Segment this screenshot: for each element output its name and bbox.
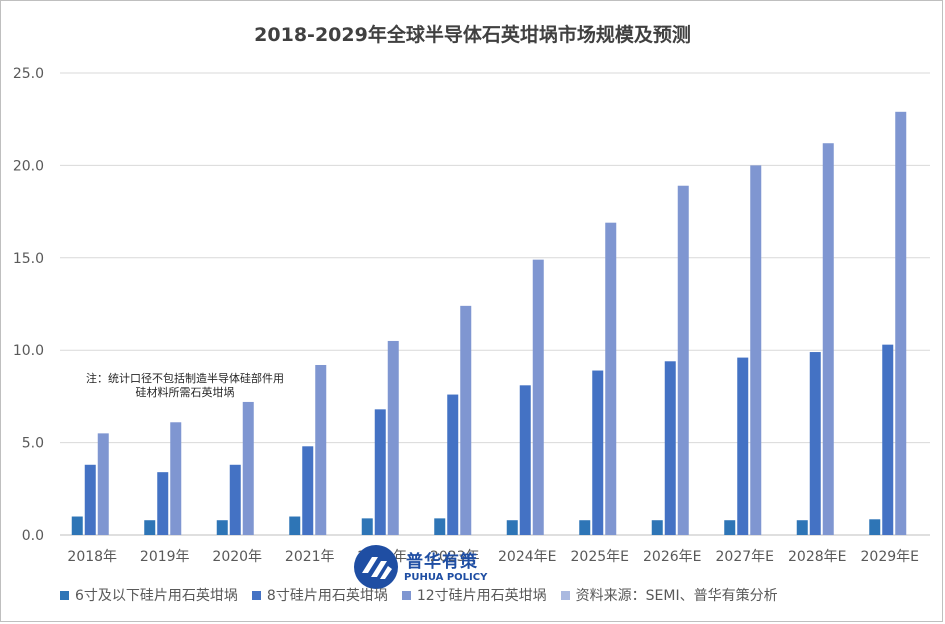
bar-6inch (651, 520, 663, 535)
logo-subtitle: PUHUA POLICY (404, 572, 488, 583)
bar-12inch (97, 433, 109, 535)
bar-6inch (579, 520, 591, 535)
bar-8inch (84, 464, 96, 535)
bar-8inch (737, 357, 749, 535)
bar-6inch (71, 516, 83, 535)
legend-item-6inch: 6寸及以下硅片用石英坩埚 (60, 585, 238, 605)
bar-12inch (170, 422, 182, 535)
puhua-logo-icon (354, 545, 398, 589)
legend-swatch-12inch (401, 590, 411, 600)
x-tick-label: 2023年 (430, 549, 480, 565)
bar-6inch (289, 516, 301, 535)
bar-8inch (229, 464, 241, 535)
legend-item-12inch: 12寸硅片用石英坩埚 (401, 585, 547, 605)
puhua-logo: 普华有策 PUHUA POLICY (352, 543, 497, 591)
bar-6inch (434, 518, 446, 535)
bar-8inch (374, 409, 386, 535)
legend: 6寸及以下硅片用石英坩埚 8寸硅片用石英坩埚 12寸硅片用石英坩埚 资料来源：S… (60, 585, 930, 605)
bar-12inch (677, 185, 689, 535)
x-tick-label: 2028年E (788, 549, 846, 565)
bar-8inch (664, 361, 676, 535)
x-tick-label: 2026年E (643, 549, 701, 565)
legend-label-source: 资料来源：SEMI、普华有策分析 (575, 588, 778, 604)
note-line-1: 注：统计口径不包括制造半导体硅部件用 (86, 372, 284, 385)
gridlines (60, 72, 930, 536)
bar-8inch (447, 394, 459, 535)
x-tick-label: 2018年 (67, 549, 117, 565)
chart-note: 注：统计口径不包括制造半导体硅部件用 硅材料所需石英坩埚 (70, 372, 300, 400)
note-line-2: 硅材料所需石英坩埚 (135, 386, 235, 399)
bar-12inch (822, 143, 834, 535)
logo-name: 普华有策 (406, 552, 478, 572)
bar-8inch (592, 370, 604, 535)
x-tick-label: 2020年 (212, 549, 262, 565)
bar-8inch (882, 344, 894, 535)
y-tick-label: 0.0 (22, 528, 44, 544)
bar-8inch (302, 446, 314, 535)
bar-8inch (157, 472, 169, 535)
bar-6inch (869, 519, 881, 535)
bar-6inch (361, 518, 373, 535)
y-tick-label: 15.0 (13, 251, 44, 267)
y-tick-label: 5.0 (22, 436, 44, 452)
legend-swatch-source (560, 590, 570, 600)
x-tick-label: 2027年E (716, 549, 774, 565)
bar-6inch (724, 520, 736, 535)
legend-label-8inch: 8寸硅片用石英坩埚 (266, 588, 388, 604)
legend-label-6inch: 6寸及以下硅片用石英坩埚 (75, 588, 238, 604)
y-tick-label: 25.0 (13, 66, 44, 82)
x-tick-label: 2025年E (571, 549, 629, 565)
bar-12inch (895, 111, 907, 536)
x-tick-label: 2021年 (285, 549, 335, 565)
x-tick-label: 2019年 (140, 549, 190, 565)
bar-12inch (387, 340, 399, 535)
x-tick-label: 2029年E (861, 549, 919, 565)
y-axis-ticks: 0.0 5.0 10.0 15.0 20.0 25.0 (13, 66, 44, 544)
legend-swatch-6inch (60, 590, 69, 600)
bar-12inch (532, 259, 544, 535)
legend-item-8inch: 8寸硅片用石英坩埚 (251, 585, 388, 605)
bar-12inch (315, 364, 327, 535)
legend-label-12inch: 12寸硅片用石英坩埚 (416, 588, 547, 604)
chart-title: 2018-2029年全球半导体石英坩埚市场规模及预测 (254, 24, 691, 46)
bar-8inch (519, 385, 531, 535)
bar-6inch (144, 520, 156, 535)
y-tick-label: 20.0 (13, 158, 44, 174)
bar-6inch (796, 520, 808, 535)
bar-6inch (506, 520, 518, 535)
y-tick-label: 10.0 (13, 343, 44, 359)
x-axis-ticks: 2018年2019年2020年2021年2022年2023年2024年E2025… (67, 549, 919, 565)
bar-12inch (750, 165, 762, 535)
bar-12inch (242, 401, 254, 535)
bar-12inch (605, 222, 617, 536)
legend-item-source: 资料来源：SEMI、普华有策分析 (560, 585, 778, 605)
bars (71, 111, 907, 536)
bar-12inch (460, 305, 472, 535)
x-tick-label: 2024年E (498, 549, 556, 565)
legend-swatch-8inch (251, 590, 261, 600)
bar-6inch (216, 520, 228, 535)
bar-8inch (809, 352, 821, 535)
